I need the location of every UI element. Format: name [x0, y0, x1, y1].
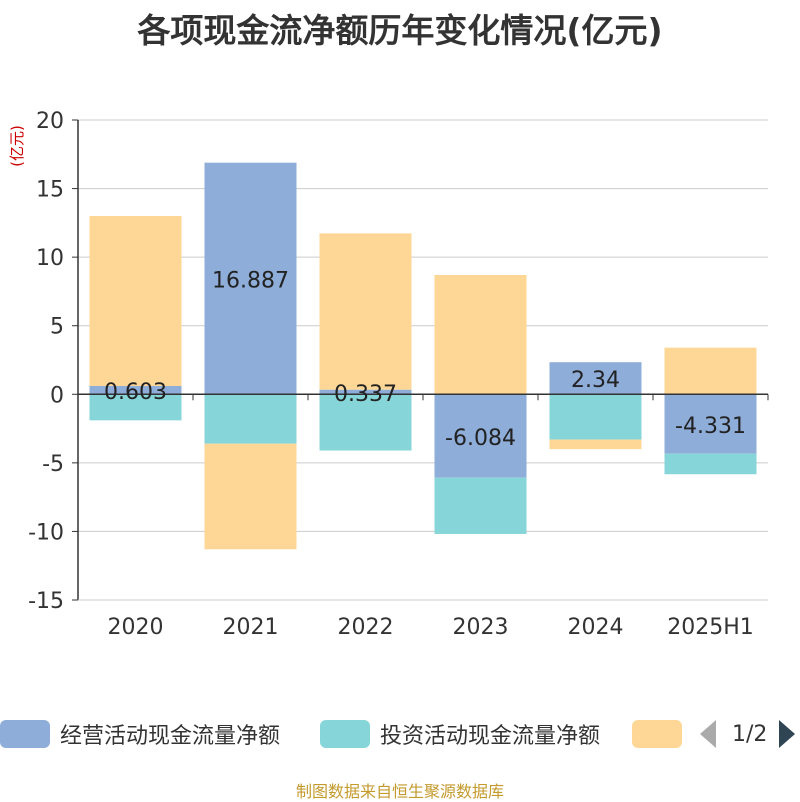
x-tick-label: 2025H1: [667, 615, 754, 640]
bar-series2-2022: [319, 394, 412, 451]
legend-swatch-operating: [0, 720, 50, 748]
y-axis-label: (亿元): [8, 125, 26, 167]
legend-item-financing[interactable]: [632, 716, 692, 752]
legend-item-operating[interactable]: 经营活动现金流量净额: [0, 716, 280, 752]
chart-title: 各项现金流净额历年变化情况(亿元): [137, 11, 663, 50]
bar-series1-2023: [434, 394, 527, 478]
legend-swatch-investing: [320, 720, 370, 748]
y-tick-label: 10: [36, 246, 64, 271]
x-tick-label: 2020: [108, 615, 164, 640]
x-tick-label: 2024: [568, 615, 624, 640]
x-tick-label: 2023: [453, 615, 509, 640]
triangle-left-icon[interactable]: [700, 720, 716, 748]
data-label: 0.337: [334, 382, 397, 407]
bar-series3-2022: [319, 233, 412, 390]
legend-page-indicator: 1/2: [732, 721, 768, 747]
bar-series2-2020: [89, 394, 182, 421]
legend-label-investing: 投资活动现金流量净额: [380, 724, 601, 749]
bar-series3-2024: [549, 439, 642, 450]
y-tick-label: 20: [36, 109, 64, 134]
y-tick-label: -15: [28, 589, 64, 614]
bar-series3-2021: [204, 443, 297, 550]
bar-series3-2020: [89, 215, 182, 387]
bar-series1-2022: [319, 389, 412, 395]
bar-series1-2025H1: [664, 394, 757, 454]
data-label: -6.084: [445, 426, 516, 451]
legend-label-operating: 经营活动现金流量净额: [60, 724, 281, 749]
bar-series2-2023: [434, 477, 527, 534]
y-tick-label: 15: [36, 178, 64, 203]
y-tick-label: 0: [50, 383, 64, 408]
bar-series1-2020: [89, 386, 182, 395]
data-label: 0.603: [104, 380, 167, 405]
legend: 经营活动现金流量净额 投资活动现金流量净额 1/2: [0, 716, 800, 752]
legend-pager: 1/2: [700, 716, 796, 752]
bar-series1-2024: [549, 362, 642, 395]
bar-series3-2023: [434, 274, 527, 395]
data-label: 16.887: [212, 268, 289, 293]
bar-series2-2021: [204, 394, 297, 444]
data-label: 2.34: [571, 368, 620, 393]
legend-item-investing[interactable]: 投资活动现金流量净额: [320, 716, 600, 752]
x-tick-label: 2022: [338, 615, 394, 640]
y-tick-label: 5: [50, 315, 64, 340]
y-tick-label: -10: [28, 520, 64, 545]
bar-series2-2024: [549, 394, 642, 440]
triangle-right-icon[interactable]: [779, 720, 796, 748]
footer-source: 制图数据来自恒生聚源数据库: [295, 782, 504, 801]
x-tick-label: 2021: [223, 615, 279, 640]
bar-series1-2021: [204, 162, 297, 395]
data-label: -4.331: [675, 414, 746, 439]
legend-swatch-financing: [632, 720, 682, 748]
bar-series3-2025H1: [664, 347, 757, 395]
bar-series2-2025H1: [664, 453, 757, 475]
y-tick-label: -5: [42, 452, 64, 477]
